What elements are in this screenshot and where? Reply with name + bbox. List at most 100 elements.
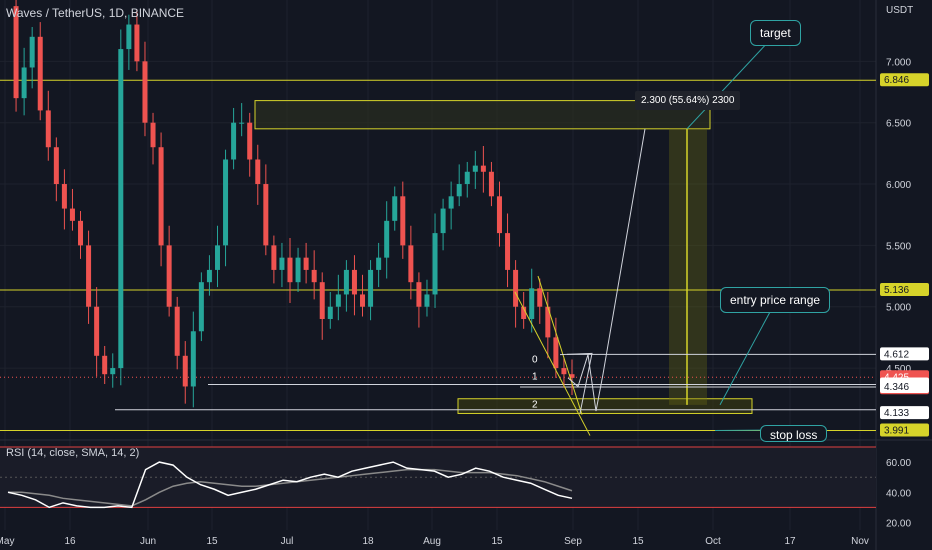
time-tick: Aug (423, 536, 441, 547)
price-label-bg (880, 73, 929, 87)
time-tick: Jul (281, 536, 294, 547)
time-tick: 15 (491, 536, 503, 547)
candle-body (351, 269, 357, 295)
candle-body (303, 257, 309, 270)
rsi-sma-line (8, 468, 573, 507)
price-tick: 7.000 (886, 57, 911, 68)
candle-body (384, 220, 390, 258)
price-tick: 5.500 (886, 241, 911, 252)
candle-body (126, 24, 132, 50)
candle-body (545, 306, 551, 338)
target-callout[interactable]: target (750, 20, 801, 46)
chart-title: Waves / TetherUS, 1D, BINANCE (6, 6, 185, 20)
time-tick: Oct (705, 536, 721, 547)
candle-body (295, 257, 301, 283)
candle-body (424, 294, 430, 307)
candle-body (239, 122, 245, 124)
candle-body (231, 122, 237, 160)
wave-label: 1 (532, 371, 538, 382)
candle-body (255, 159, 261, 185)
wave-label: 0 (532, 354, 538, 365)
candle-body (472, 165, 478, 172)
candle-body (456, 184, 462, 197)
candle-body (432, 233, 438, 295)
projection-path (567, 128, 646, 412)
candle-body (263, 184, 269, 246)
candle-body (311, 269, 317, 283)
candle-body (521, 306, 527, 319)
candle-body (480, 165, 486, 172)
candle-body (569, 374, 575, 378)
price-label: 3.991 (884, 426, 909, 437)
price-label-bg (880, 283, 929, 297)
price-label: 5.136 (884, 285, 909, 296)
candle-body (223, 159, 229, 246)
stop-loss-callout[interactable]: stop loss (760, 425, 828, 442)
price-label-bg (880, 423, 929, 437)
candle-body (448, 196, 454, 209)
wedge-line (514, 291, 591, 436)
projection-bar (669, 128, 707, 405)
price-label: 4.346 (884, 382, 909, 393)
candle-body (271, 245, 277, 270)
time-tick: Sep (564, 536, 582, 547)
price-axis: 7.000 6.500 6.000 5.500 5.000 4.500 60.00 40.00… (880, 57, 929, 529)
candle-body (319, 282, 325, 319)
candle-body (102, 355, 108, 375)
candle-body (118, 49, 124, 369)
candle-body (440, 208, 446, 234)
price-label-bg (880, 379, 929, 393)
candle-body (134, 24, 140, 62)
price-label: 4.133 (884, 408, 909, 419)
candle-body (496, 196, 502, 234)
candle-body (198, 282, 204, 332)
candle-body (158, 147, 164, 246)
entry-callout[interactable]: entry price range (720, 287, 831, 313)
candle-body (464, 171, 470, 185)
time-tick: 15 (206, 536, 218, 547)
candle-body (335, 294, 341, 307)
candle-body (400, 196, 406, 246)
candle-body (94, 306, 100, 356)
rsi-line (7, 461, 573, 509)
candle-body (150, 122, 156, 148)
candle-body (214, 245, 220, 270)
candle-body (287, 257, 293, 283)
rsi-tick: 60.00 (886, 458, 911, 469)
time-tick: May (0, 536, 14, 547)
candle-body (174, 306, 180, 356)
measure-label: 2.300 (55.64%) 2300 (635, 91, 741, 110)
price-tick: 6.500 (886, 119, 911, 130)
price-label: 6.846 (884, 75, 909, 86)
candle-body (78, 220, 84, 246)
target-pointer (686, 39, 771, 130)
candle-body (513, 269, 519, 307)
time-axis: May 16 Jun 15 Jul 18 Aug 15 Sep 15 Oct 17 Nov (0, 536, 869, 547)
candle-body (360, 294, 366, 307)
candles (13, 0, 575, 408)
candle-body (61, 184, 67, 209)
rsi-pane (0, 446, 876, 509)
candle-body (142, 61, 148, 123)
candle-body (327, 306, 333, 319)
candle-body (488, 171, 494, 197)
candle-body (53, 147, 59, 185)
candle-body (416, 282, 422, 307)
wedge-line (537, 275, 583, 415)
candle-body (529, 288, 535, 319)
price-tick: 6.000 (886, 180, 911, 191)
candle-body (206, 269, 212, 283)
price-label: 4.612 (884, 349, 909, 360)
zones (254, 100, 753, 414)
time-tick: Nov (851, 536, 869, 547)
candle-body (561, 368, 567, 375)
horizontal-levels (0, 79, 876, 432)
candle-body (110, 368, 116, 375)
candle-body (69, 208, 75, 221)
time-tick: Jun (140, 536, 156, 547)
currency-label: USDT (886, 5, 914, 16)
candle-body (376, 257, 382, 270)
time-tick: 17 (784, 536, 796, 547)
